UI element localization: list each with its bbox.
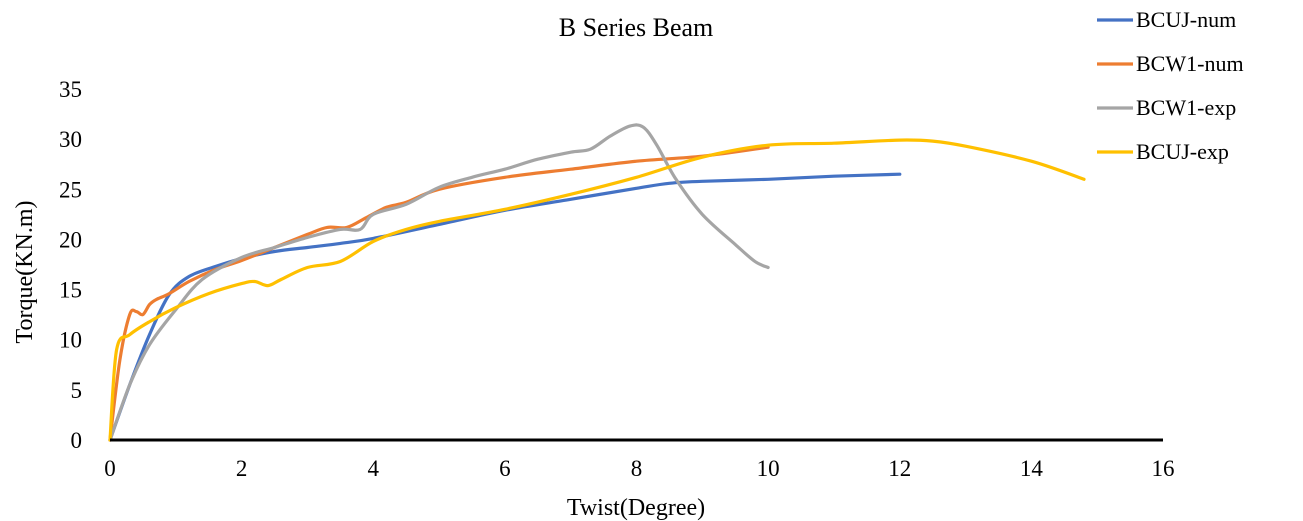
series-line-bcw1-exp xyxy=(108,123,770,442)
series-line-bcuj-exp xyxy=(108,138,1086,442)
y-tick-label: 30 xyxy=(59,127,82,152)
y-axis-label: Torque(KN.m) xyxy=(12,201,38,344)
legend-label-bcuj-num: BCUJ-num xyxy=(1136,7,1236,32)
x-tick-label: 0 xyxy=(104,456,116,481)
x-tick-label: 4 xyxy=(368,456,380,481)
x-tick-label: 6 xyxy=(499,456,511,481)
x-axis-label: Twist(Degree) xyxy=(567,495,705,521)
y-tick-label: 5 xyxy=(71,378,83,403)
series-line-bcw1-num xyxy=(108,145,770,442)
legend-label-bcuj-exp: BCUJ-exp xyxy=(1136,139,1229,164)
x-tick-label: 8 xyxy=(631,456,643,481)
x-tick-label: 2 xyxy=(236,456,248,481)
y-tick-label: 0 xyxy=(71,428,83,453)
legend-label-bcw1-num: BCW1-num xyxy=(1136,51,1244,76)
y-tick-label: 35 xyxy=(59,77,82,102)
y-tick-label: 10 xyxy=(59,328,82,353)
x-tick-label: 14 xyxy=(1020,456,1044,481)
legend: BCUJ-num BCW1-num BCW1-exp BCUJ-exp xyxy=(1097,7,1244,164)
y-tick-label: 15 xyxy=(59,278,82,303)
x-tick-labels: 0 2 4 6 8 10 12 14 16 xyxy=(104,456,1174,481)
series-layer xyxy=(108,123,1086,442)
y-tick-label: 20 xyxy=(59,227,82,252)
legend-label-bcw1-exp: BCW1-exp xyxy=(1136,95,1236,120)
y-tick-labels: 0 5 10 15 20 25 30 35 xyxy=(59,77,82,453)
series-line-bcuj-num xyxy=(108,172,902,442)
y-tick-label: 25 xyxy=(59,177,82,202)
x-tick-label: 12 xyxy=(888,456,911,481)
x-tick-label: 16 xyxy=(1152,456,1175,481)
x-tick-label: 10 xyxy=(757,456,780,481)
chart-title: B Series Beam xyxy=(559,13,714,42)
